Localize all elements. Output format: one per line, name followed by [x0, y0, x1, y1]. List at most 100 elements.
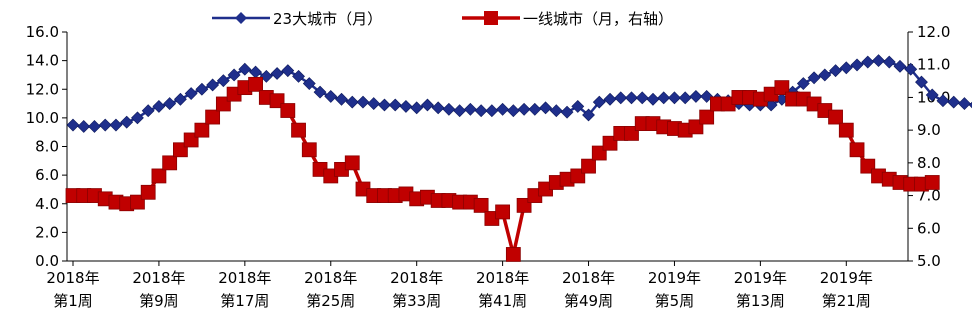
series-1 — [66, 54, 972, 133]
y-right-tick-label: 12.0 — [917, 23, 950, 41]
legend-label: 一线城市（月，右轴） — [523, 10, 673, 28]
data-point-diamond — [549, 104, 563, 118]
x-tick-label-week: 第21周 — [822, 292, 871, 310]
data-point-diamond — [646, 92, 660, 106]
axes: 0.02.04.06.08.010.012.014.016.05.06.07.0… — [26, 23, 951, 310]
data-point-square — [301, 142, 317, 158]
y-right-tick-label: 6.0 — [917, 219, 941, 237]
y-left-tick-label: 12.0 — [26, 80, 59, 98]
data-point-diamond — [356, 95, 370, 109]
x-tick-label-year: 2018年 — [46, 269, 99, 287]
y-right-tick-label: 11.0 — [917, 56, 950, 74]
data-point-diamond — [88, 120, 101, 133]
data-point-diamond — [582, 108, 595, 122]
data-point-square — [248, 76, 263, 92]
data-point-diamond — [281, 64, 295, 78]
x-tick-label-week: 第17周 — [220, 292, 269, 310]
data-point-square — [581, 158, 596, 174]
x-tick-label-week: 第5周 — [655, 292, 695, 310]
series-2 — [65, 76, 940, 262]
data-point-square — [280, 103, 296, 118]
data-point-diamond — [635, 91, 649, 105]
y-left-tick-label: 10.0 — [26, 109, 59, 127]
y-right-tick-label: 5.0 — [917, 252, 941, 270]
data-point-square — [194, 122, 210, 138]
data-point-diamond — [571, 100, 585, 113]
y-left-tick-label: 14.0 — [26, 52, 59, 70]
y-right-tick-label: 9.0 — [917, 121, 941, 139]
legend-label: 23大城市（月） — [273, 10, 382, 28]
data-point-diamond — [109, 118, 123, 132]
data-point-diamond — [925, 88, 939, 102]
data-point-diamond — [66, 118, 80, 132]
data-point-diamond — [517, 102, 531, 116]
x-tick-label-year: 2019年 — [648, 269, 701, 287]
data-point-diamond — [152, 100, 166, 113]
data-point-diamond — [689, 89, 703, 103]
data-point-diamond — [893, 59, 907, 73]
data-point-diamond — [410, 101, 424, 115]
data-point-diamond — [335, 92, 348, 106]
data-point-diamond — [614, 91, 628, 105]
data-point-diamond — [496, 102, 510, 116]
data-point-diamond — [625, 91, 638, 105]
data-point-diamond — [120, 115, 134, 129]
data-point-diamond — [249, 65, 263, 79]
data-point-diamond — [324, 89, 338, 103]
data-point-diamond — [313, 85, 327, 99]
y-left-tick-label: 8.0 — [35, 138, 59, 156]
data-point-diamond — [163, 97, 177, 110]
data-point-square — [838, 122, 854, 138]
data-point-diamond — [388, 98, 402, 112]
data-point-diamond — [367, 97, 381, 110]
data-point-diamond — [947, 95, 961, 109]
data-point-diamond — [184, 87, 198, 100]
data-point-diamond — [796, 77, 810, 90]
data-point-square — [924, 175, 940, 190]
data-point-diamond — [421, 98, 434, 112]
data-point-square — [495, 204, 511, 220]
data-point-diamond — [700, 89, 714, 103]
data-point-diamond — [603, 92, 617, 106]
x-tick-label-week: 第9周 — [139, 292, 179, 310]
data-point-diamond — [141, 104, 155, 118]
series-layer — [65, 54, 972, 262]
data-point-diamond — [861, 55, 875, 69]
data-point-diamond — [968, 101, 972, 109]
data-point-diamond — [216, 74, 230, 88]
x-tick-label-year: 2018年 — [132, 269, 185, 287]
data-point-diamond — [818, 68, 832, 82]
data-point-diamond — [915, 75, 928, 89]
data-point-diamond — [173, 92, 187, 106]
x-tick-label-year: 2019年 — [734, 269, 787, 287]
legend: 23大城市（月） 一线城市（月，右轴） — [212, 10, 673, 28]
data-point-diamond — [829, 64, 842, 78]
data-point-diamond — [378, 98, 391, 112]
x-tick-label-week: 第13周 — [736, 292, 785, 310]
data-point-diamond — [528, 102, 542, 116]
data-point-diamond — [98, 118, 112, 132]
data-point-square — [162, 155, 178, 171]
data-point-diamond — [936, 94, 950, 108]
data-point-diamond — [839, 61, 853, 75]
data-point-diamond — [539, 101, 552, 115]
data-point-square — [774, 80, 790, 96]
data-point-diamond — [560, 105, 574, 119]
legend-marker-square — [484, 11, 498, 25]
data-point-diamond — [302, 77, 316, 90]
data-point-diamond — [592, 95, 606, 109]
x-tick-label-year: 2018年 — [562, 269, 615, 287]
data-point-diamond — [442, 102, 456, 116]
data-point-diamond — [195, 82, 209, 96]
data-point-square — [505, 247, 521, 262]
data-point-diamond — [292, 69, 305, 83]
data-point-diamond — [453, 104, 467, 118]
data-point-diamond — [77, 120, 91, 133]
data-point-square — [344, 155, 360, 171]
data-point-diamond — [678, 91, 692, 105]
data-point-diamond — [882, 55, 896, 69]
data-point-square — [473, 197, 489, 213]
data-point-diamond — [657, 91, 671, 105]
y-left-tick-label: 16.0 — [26, 23, 59, 41]
y-left-tick-label: 6.0 — [35, 166, 59, 184]
